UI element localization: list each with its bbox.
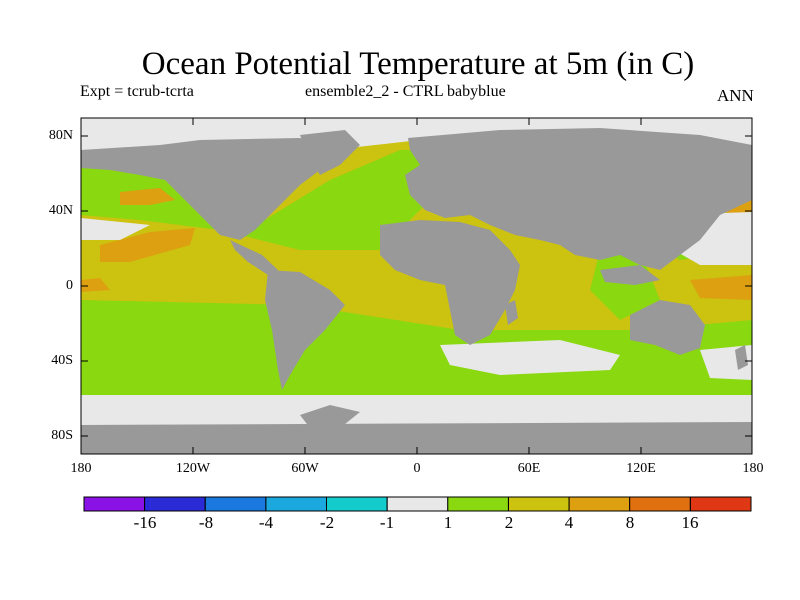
lon-label-60w: 60W: [291, 461, 319, 476]
colorbar-label: 8: [625, 513, 635, 532]
africa: [380, 220, 520, 345]
season-label: ANN: [717, 86, 754, 105]
central-america: [230, 240, 278, 275]
lon-label-120e: 120E: [626, 461, 656, 476]
lon-label-180w: 180: [70, 461, 92, 476]
colorbar-label: -4: [258, 513, 274, 532]
colorbar-label: -1: [379, 513, 395, 532]
antarctic-peninsula: [300, 405, 360, 428]
colorbar-label: -2: [319, 513, 335, 532]
lat-label-0: 0: [66, 278, 73, 293]
lat-label-40s: 40S: [51, 353, 73, 368]
lon-label-120w: 120W: [175, 461, 211, 476]
map-field: [81, 118, 752, 454]
colorbar-swatch: [447, 496, 509, 512]
southern-warming-band: [81, 300, 752, 395]
greenland: [300, 130, 360, 175]
colorbar-swatch: [265, 496, 327, 512]
australia: [630, 300, 705, 355]
lat-label-80n: 80N: [48, 128, 73, 143]
antarctica: [81, 422, 752, 454]
lon-label-0: 0: [413, 461, 421, 476]
lat-label-40n: 40N: [48, 203, 73, 218]
colorbar-swatch: [204, 496, 267, 512]
axis-ticks: [81, 118, 752, 454]
colorbar-swatch: [629, 496, 691, 512]
lon-label-60e: 60E: [517, 461, 541, 476]
equatorial-warm-patch: [81, 278, 110, 292]
colorbar-swatch: [689, 496, 752, 512]
north-pacific-near-zero: [81, 218, 150, 240]
colorbar-swatch: [83, 496, 146, 512]
west-pacific-warm-patch: [690, 275, 752, 300]
north-pacific-warm-patch: [120, 188, 175, 205]
madagascar: [505, 300, 518, 325]
south-america: [265, 270, 345, 390]
eurasia: [405, 128, 752, 270]
colorbar-swatch: [386, 496, 449, 512]
colorbar-label: -16: [133, 513, 157, 532]
colorbar-swatch: [508, 496, 570, 512]
land-mass-group: [81, 128, 752, 454]
indonesia: [600, 265, 660, 285]
lat-label-80s: 80S: [51, 428, 73, 443]
colorbar-swatch: [144, 496, 206, 512]
new-zealand: [735, 345, 748, 370]
colorbar-label: 4: [564, 513, 574, 532]
colorbar-swatch: [326, 496, 388, 512]
colorbar-swatch: [568, 496, 631, 512]
colorbar: [83, 496, 752, 512]
colorbar-label: 2: [504, 513, 514, 532]
colorbar-label: 1: [443, 513, 453, 532]
ensemble-label: ensemble2_2 - CTRL babyblue: [305, 83, 506, 100]
plot-title: Ocean Potential Temperature at 5m (in C): [141, 46, 695, 82]
south-indian-near-zero: [440, 340, 620, 375]
colorbar-label: 16: [681, 513, 699, 532]
north-america: [81, 138, 330, 240]
pacific-warm-patch: [100, 228, 195, 262]
lon-label-180e: 180: [742, 461, 764, 476]
experiment-label: Expt = tcrub-tcrta: [80, 83, 194, 100]
colorbar-label: -8: [198, 513, 214, 532]
